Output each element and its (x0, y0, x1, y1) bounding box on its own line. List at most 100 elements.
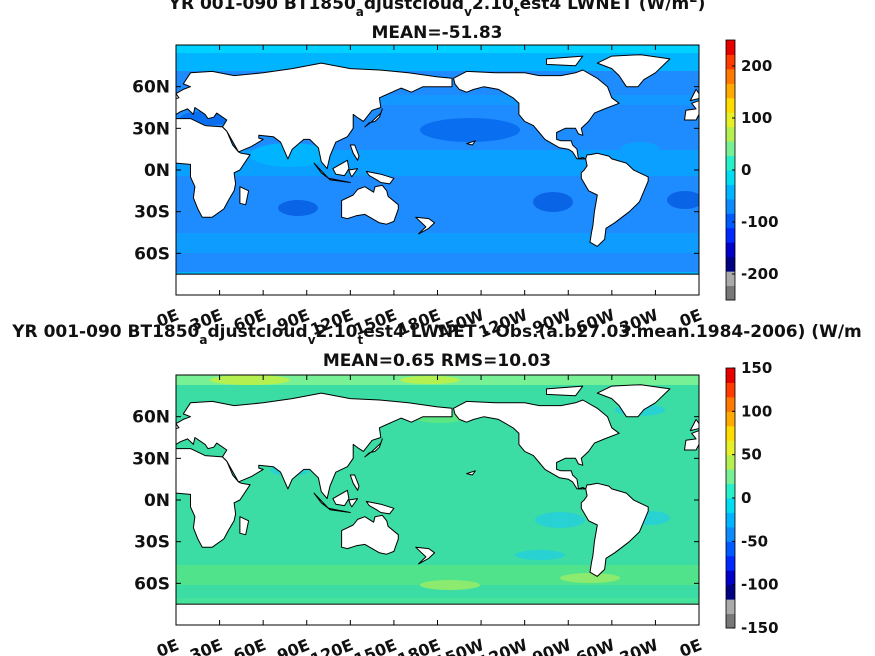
landmass (698, 423, 699, 445)
lon-tick-label: 150E (351, 635, 399, 656)
colorbar-swatch (726, 570, 735, 586)
dark-patch (667, 191, 699, 209)
t2-sub-v: v (308, 333, 316, 347)
colorbar-swatch (726, 170, 735, 185)
landmass (852, 508, 874, 512)
landmass (466, 140, 476, 146)
t1-sub-a: a (356, 5, 364, 19)
landmass (332, 159, 350, 177)
landmass (176, 62, 453, 170)
lon-tick-label: 60E (231, 635, 269, 656)
panel-1-colorbar: 200 100 0 -100 -200 (725, 39, 779, 301)
colorbar-swatch (726, 425, 735, 441)
t1-part: est4 LWNET (W/m (520, 0, 690, 14)
lat-tick-label: 30N (132, 449, 170, 469)
t2-sub-t: t (357, 333, 363, 347)
landmass (596, 384, 671, 418)
colorbar-swatch (726, 411, 735, 427)
colorbar-swatch (726, 584, 735, 600)
colorbar-swatch (726, 498, 735, 513)
lat-tick-label: 60S (134, 244, 170, 264)
arctic-yellow (400, 376, 460, 384)
landmass (837, 163, 852, 178)
colorbar-swatch (726, 184, 735, 200)
t1-part: ) (698, 0, 706, 14)
colorbar-tick-label: -100 (741, 213, 779, 231)
colorbar-swatch (726, 198, 735, 214)
colorbar-swatch (726, 126, 735, 142)
lat-tick-label: 60N (132, 408, 170, 428)
colorbar-swatch (726, 454, 735, 470)
cyan-patch (535, 512, 585, 528)
dark-patch (420, 118, 520, 142)
landmass (365, 500, 395, 515)
landmass (341, 184, 399, 225)
landmass (466, 470, 476, 476)
colorbar-swatch (726, 83, 735, 99)
panel-2: YR 001-090 BT1850adjustcloudv2.10test4 L… (11, 322, 874, 656)
panel-2-colorbar: 150 100 50 0 -50 -100 -150 (725, 359, 779, 637)
t2-sub-a: a (199, 333, 207, 347)
colorbar-tick-label: -150 (741, 619, 779, 637)
landmass (415, 216, 436, 235)
colorbar-tick-label: -100 (741, 576, 779, 594)
mid-south-band (176, 233, 699, 253)
colorbar-swatch (726, 271, 735, 287)
t1-part: YR 001-090 BT1850 (168, 0, 356, 14)
landmass (328, 507, 351, 513)
landmass (348, 498, 359, 508)
landmass (348, 168, 359, 178)
colorbar-swatch (726, 242, 735, 258)
lon-tick-label: 0E (154, 635, 182, 656)
colorbar-tick-label: 0 (741, 489, 751, 507)
landmass (865, 185, 875, 224)
landmass (698, 430, 699, 494)
t2-part: est4 LWNET - Obs.(a.b27.03.mean.1984-200… (363, 322, 862, 342)
panel-2-map (176, 375, 874, 625)
colorbar-swatch (726, 440, 735, 456)
lat-tick-label: 30S (134, 533, 170, 553)
colorbar-swatch (726, 97, 735, 113)
lon-tick-label: 60W (573, 635, 617, 656)
landmass (596, 54, 671, 88)
continents (176, 54, 875, 295)
landmass (689, 418, 699, 432)
light-patch (620, 142, 660, 158)
t1-sub-t: t (514, 5, 520, 19)
landmass (349, 144, 360, 161)
landmass (364, 108, 383, 128)
landmass (546, 385, 584, 397)
landmass (239, 186, 250, 206)
colorbar-swatch (726, 256, 735, 272)
colorbar-swatch (726, 526, 735, 542)
landmass (365, 170, 395, 185)
colorbar-tick-label: -50 (741, 532, 768, 550)
colorbar-tick-label: 100 (741, 109, 772, 127)
t2-part: YR 001-090 BT1850 (11, 322, 199, 342)
mid-north-band (176, 95, 699, 105)
colorbar-swatch (726, 54, 735, 70)
colorbar-swatch (726, 555, 735, 571)
lon-tick-label: 90W (530, 635, 574, 656)
lat-tick-label: 30S (134, 203, 170, 223)
colorbar-swatch (726, 396, 735, 412)
t1-part: 2.10 (472, 0, 514, 14)
lon-tick-label: 120W (476, 635, 531, 656)
colorbar-tick-label: 50 (741, 446, 762, 464)
colorbar-swatch (726, 112, 735, 128)
lon-tick-label: 30E (187, 635, 225, 656)
panel-2-title: YR 001-090 BT1850adjustcloudv2.10test4 L… (11, 322, 862, 347)
colorbar-swatch (726, 213, 735, 229)
landmass (852, 178, 874, 182)
landmass (698, 93, 699, 115)
colorbar-swatch (726, 141, 735, 157)
lon-tick-label: 0E (677, 635, 705, 656)
landmass (856, 490, 872, 505)
landmass (332, 489, 350, 507)
landmass (176, 392, 453, 500)
antarctica (176, 603, 699, 625)
landmass (415, 546, 436, 565)
landmass (856, 160, 872, 175)
landmass (176, 92, 180, 100)
panel-1: YR 001-090 BT1850adjustcloudv2.10test4 L… (132, 0, 875, 342)
